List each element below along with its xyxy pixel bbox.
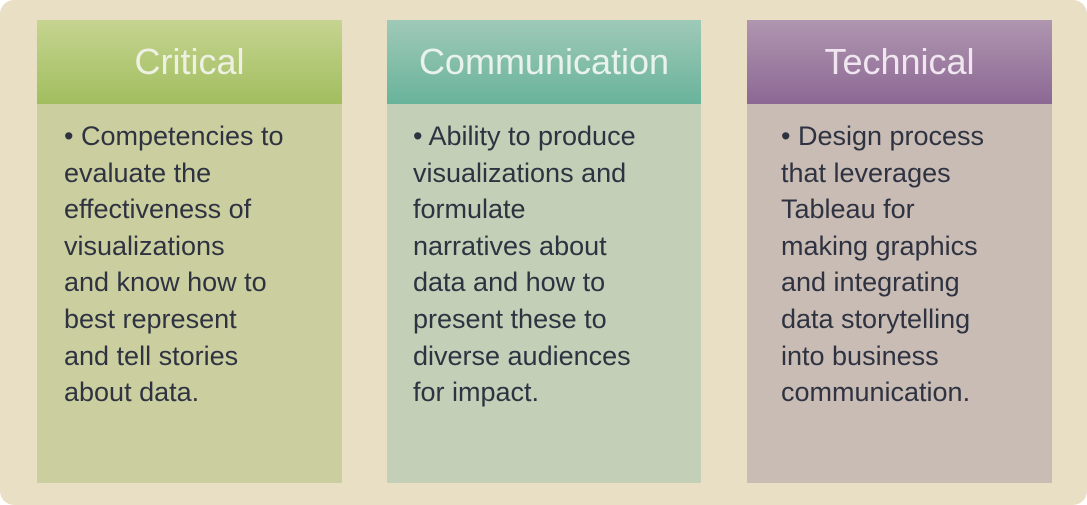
column-header-communication: Communication xyxy=(387,20,701,104)
column-communication: Communication • Ability to produce visua… xyxy=(387,20,701,483)
column-body-technical: • Design process that leverages Tableau … xyxy=(747,104,1052,483)
column-header-technical: Technical xyxy=(747,20,1052,104)
bullet-technical: • Design process that leverages Tableau … xyxy=(781,121,985,408)
column-body-communication: • Ability to produce visualizations and … xyxy=(387,104,701,483)
column-body-critical: • Competencies to evaluate the effective… xyxy=(37,104,342,483)
bullet-communication: • Ability to produce visualizations and … xyxy=(413,121,636,408)
column-header-critical: Critical xyxy=(37,20,342,104)
column-technical: Technical • Design process that leverage… xyxy=(747,20,1052,483)
column-critical: Critical • Competencies to evaluate the … xyxy=(37,20,342,483)
bullet-critical: • Competencies to evaluate the effective… xyxy=(64,121,284,408)
